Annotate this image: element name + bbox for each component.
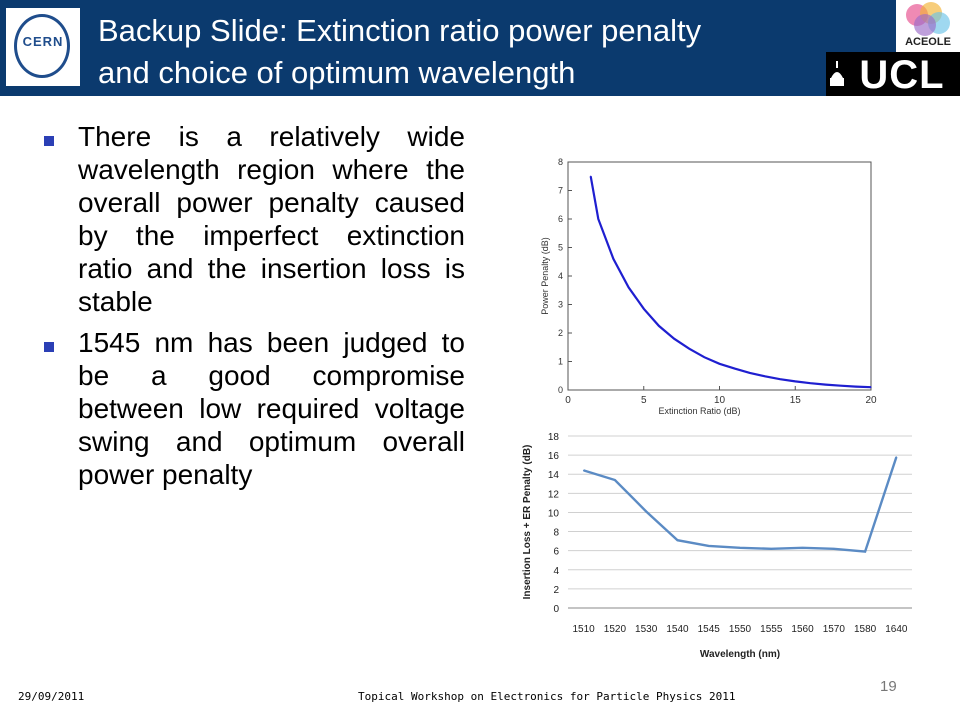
y-tick-label: 14 <box>548 470 560 481</box>
data-point <box>676 539 679 541</box>
aceole-circle-purple <box>914 14 936 36</box>
y-tick-label: 8 <box>558 157 563 167</box>
x-tick-label: 1530 <box>635 624 658 635</box>
data-point <box>673 338 675 340</box>
x-tick-label: 1520 <box>604 624 627 635</box>
data-point <box>614 479 616 481</box>
footer-date: 29/09/2011 <box>18 690 85 703</box>
x-tick-label: 1510 <box>573 624 596 635</box>
title-bar: CERN Backup Slide: Extinction ratio powe… <box>0 0 960 97</box>
data-point <box>770 548 772 550</box>
data-point <box>658 325 660 327</box>
data-point <box>718 363 721 365</box>
ucl-dome-icon <box>830 61 844 86</box>
data-point <box>794 380 796 383</box>
x-tick-label: 1640 <box>885 624 908 635</box>
data-point <box>739 547 741 549</box>
data-point <box>809 382 811 384</box>
ucl-logo-text: UCL <box>859 53 945 97</box>
x-tick-label: 1555 <box>760 624 783 635</box>
data-point <box>597 218 599 220</box>
x-axis-label: Extinction Ratio (dB) <box>658 406 740 416</box>
data-point <box>833 548 835 550</box>
y-axis-label: Power Penalty (dB) <box>540 237 550 315</box>
x-tick-label: 10 <box>714 395 726 406</box>
data-point <box>824 383 827 386</box>
x-tick-label: 1545 <box>698 624 721 635</box>
y-tick-label: 12 <box>548 489 560 500</box>
y-tick-label: 0 <box>558 385 563 395</box>
y-tick-label: 2 <box>553 585 559 596</box>
aceole-logo: ACEOLE <box>896 0 960 52</box>
y-tick-label: 5 <box>558 243 563 253</box>
extinction-ratio-chart: 0 5 10 15 20 0 1 2 3 4 5 6 7 8 Extinction Ratio (dB) Po… <box>540 157 877 416</box>
data-point <box>779 378 781 380</box>
data-point <box>864 550 866 553</box>
cern-logo: CERN <box>6 8 80 86</box>
y-tick-label: 2 <box>558 328 563 338</box>
slide-title-line1: Backup Slide: Extinction ratio power pen… <box>98 13 702 48</box>
y-tick-label: 8 <box>553 528 559 539</box>
data-point <box>645 510 647 513</box>
data-point <box>612 258 615 260</box>
wavelength-penalty-chart: 0 2 4 6 8 10 12 14 16 18 1510 1520 1530 1540 1545 1550 1… <box>522 432 912 660</box>
plot-frame <box>567 161 872 391</box>
bullet-item: There is a relatively wide wavelength re… <box>40 120 465 318</box>
bullet-text: There is a relatively wide wavelength re… <box>78 121 465 317</box>
penalty-line <box>583 456 898 553</box>
x-tick-label: 1540 <box>666 624 689 635</box>
data-point <box>870 386 872 388</box>
data-point <box>840 385 842 387</box>
y-tick-label: 6 <box>558 214 563 224</box>
data-point <box>749 372 751 374</box>
data-point <box>764 375 766 377</box>
footer-event: Topical Workshop on Electronics for Part… <box>358 690 736 703</box>
data-point <box>708 545 710 547</box>
y-tick-label: 3 <box>558 300 563 310</box>
bullet-square-icon <box>44 136 54 146</box>
bullet-text: 1545 nm has been judged to be a good com… <box>78 327 465 490</box>
y-tick-label: 0 <box>553 604 559 615</box>
y-tick-label: 7 <box>558 186 563 196</box>
data-point <box>582 469 585 472</box>
cern-logo-text: CERN <box>22 34 64 49</box>
data-point <box>703 356 705 358</box>
aceole-logo-text: ACEOLE <box>905 36 951 48</box>
data-point <box>628 286 630 288</box>
data-point <box>590 175 592 177</box>
bullet-list: There is a relatively wide wavelength re… <box>40 120 465 499</box>
data-point <box>643 308 645 310</box>
x-tick-label: 5 <box>641 395 647 406</box>
slide-title: Backup Slide: Extinction ratio power pen… <box>98 10 828 94</box>
x-tick-label: 1560 <box>791 624 814 635</box>
page-number: 19 <box>880 678 897 695</box>
data-point <box>801 547 804 549</box>
ucl-logo: UCL <box>826 52 960 97</box>
cern-logo-ring <box>14 14 70 78</box>
x-tick-label: 1570 <box>823 624 846 635</box>
x-axis-label: Wavelength (nm) <box>700 649 780 660</box>
y-tick-label: 6 <box>553 547 559 558</box>
y-tick-label: 18 <box>548 432 560 443</box>
y-axis-label: Insertion Loss + ER Penalty (dB) <box>522 445 533 600</box>
x-tick-label: 1550 <box>729 624 752 635</box>
bullet-square-icon <box>44 342 54 352</box>
y-tick-label: 16 <box>548 451 560 462</box>
bullet-item: 1545 nm has been judged to be a good com… <box>40 326 465 491</box>
y-tick-label: 4 <box>553 566 559 577</box>
y-tick-label: 4 <box>558 271 563 281</box>
y-tick-label: 10 <box>548 508 560 519</box>
data-point <box>895 456 898 458</box>
y-tick-label: 1 <box>558 357 563 367</box>
data-point <box>688 348 690 350</box>
data-point <box>855 385 857 388</box>
x-tick-label: 0 <box>565 395 571 406</box>
x-tick-label: 1580 <box>854 624 877 635</box>
power-penalty-line <box>589 176 872 389</box>
x-tick-label: 15 <box>790 395 802 406</box>
slide-title-line2: and choice of optimum wavelength <box>98 55 576 90</box>
x-tick-label: 20 <box>865 395 877 406</box>
data-point <box>734 368 736 370</box>
